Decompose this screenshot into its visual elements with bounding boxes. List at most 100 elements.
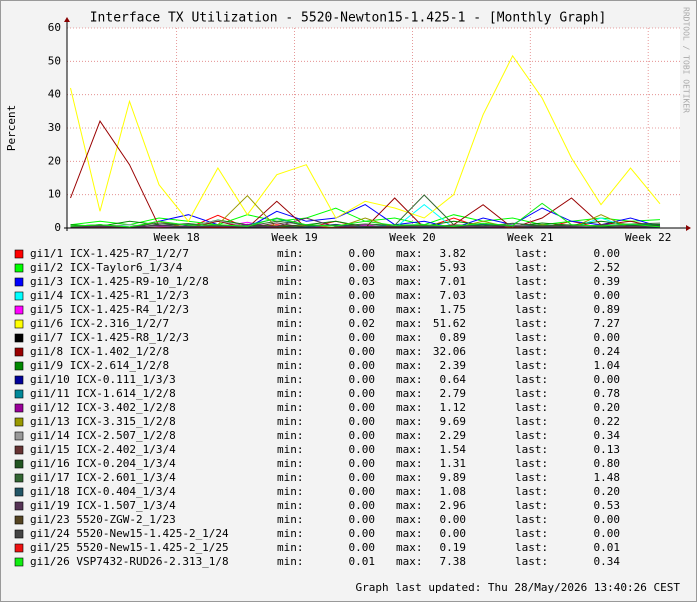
y-tick-label: 0 — [54, 221, 61, 234]
stat-value: 0.39 — [594, 275, 621, 288]
stat-label: min: — [277, 457, 304, 470]
stat-value: 0.00 — [349, 247, 376, 260]
y-tick-label: 10 — [48, 188, 61, 201]
legend-label: gi1/11 ICX-1.614_1/2/8 — [30, 387, 176, 400]
stat-value: 0.00 — [349, 415, 376, 428]
stat-value: 7.03 — [440, 289, 467, 302]
stat-value: 0.00 — [349, 443, 376, 456]
legend-label: gi1/24 5520-New15-1.425-2_1/24 — [30, 527, 229, 540]
stat-label: last: — [515, 513, 548, 526]
stat-value: 0.00 — [349, 513, 376, 526]
stat-value: 1.54 — [440, 443, 467, 456]
stat-value: 0.22 — [594, 415, 621, 428]
legend-label: gi1/9 ICX-2.614_1/2/8 — [30, 359, 169, 372]
stat-label: min: — [277, 471, 304, 484]
stat-label: max: — [396, 471, 423, 484]
stat-value: 9.89 — [440, 471, 467, 484]
stat-label: min: — [277, 443, 304, 456]
stat-value: 0.00 — [349, 331, 376, 344]
stat-value: 0.00 — [440, 513, 467, 526]
stat-label: max: — [396, 555, 423, 568]
legend-swatch — [14, 417, 24, 427]
stat-label: last: — [515, 555, 548, 568]
stat-value: 0.00 — [594, 331, 621, 344]
stat-value: 1.04 — [594, 359, 621, 372]
legend-swatch — [14, 347, 24, 357]
stat-value: 0.00 — [349, 289, 376, 302]
y-tick-label: 50 — [48, 54, 61, 67]
stat-label: max: — [396, 261, 423, 274]
legend-label: gi1/4 ICX-1.425-R1_1/2/3 — [30, 289, 189, 302]
stat-value: 0.34 — [594, 429, 621, 442]
stat-label: last: — [515, 415, 548, 428]
stat-label: max: — [396, 457, 423, 470]
legend-swatch — [14, 515, 24, 525]
stat-value: 9.69 — [440, 415, 467, 428]
legend-label: gi1/23 5520-ZGW-2_1/23 — [30, 513, 176, 526]
legend-label: gi1/14 ICX-2.507_1/2/8 — [30, 429, 176, 442]
legend-swatch — [14, 557, 24, 567]
stat-label: min: — [277, 289, 304, 302]
stat-value: 0.00 — [349, 387, 376, 400]
stat-value: 0.13 — [594, 443, 621, 456]
stat-value: 1.75 — [440, 303, 467, 316]
stat-value: 0.01 — [349, 555, 376, 568]
stat-value: 2.96 — [440, 499, 467, 512]
stat-label: last: — [515, 541, 548, 554]
stat-label: last: — [515, 401, 548, 414]
stat-label: max: — [396, 345, 423, 358]
stat-label: max: — [396, 443, 423, 456]
legend-swatch — [14, 249, 24, 259]
y-tick-label: 60 — [48, 21, 61, 34]
legend-swatch — [14, 333, 24, 343]
axis-arrow — [64, 17, 70, 22]
y-tick-label: 20 — [48, 154, 61, 167]
stat-value: 0.00 — [349, 261, 376, 274]
stat-value: 0.00 — [594, 513, 621, 526]
stat-label: last: — [515, 303, 548, 316]
stat-label: min: — [277, 499, 304, 512]
stat-label: max: — [396, 387, 423, 400]
stat-value: 0.19 — [440, 541, 467, 554]
stat-label: min: — [277, 429, 304, 442]
stat-value: 0.00 — [440, 527, 467, 540]
stat-label: max: — [396, 275, 423, 288]
stat-value: 2.79 — [440, 387, 467, 400]
stat-value: 1.12 — [440, 401, 467, 414]
stat-label: min: — [277, 373, 304, 386]
stat-value: 0.20 — [594, 485, 621, 498]
stat-label: min: — [277, 527, 304, 540]
stat-value: 0.00 — [349, 485, 376, 498]
legend-label: gi1/15 ICX-2.402_1/3/4 — [30, 443, 176, 456]
legend-label: gi1/17 ICX-2.601_1/3/4 — [30, 471, 176, 484]
stat-label: min: — [277, 345, 304, 358]
stat-label: min: — [277, 261, 304, 274]
stat-value: 0.00 — [349, 401, 376, 414]
axis-arrow — [686, 225, 691, 231]
legend-label: gi1/10 ICX-0.111_1/3/3 — [30, 373, 176, 386]
stat-value: 0.20 — [594, 401, 621, 414]
stat-value: 32.06 — [433, 345, 466, 358]
legend-swatch — [14, 361, 24, 371]
stat-value: 1.08 — [440, 485, 467, 498]
stat-label: last: — [515, 247, 548, 260]
stat-value: 0.78 — [594, 387, 621, 400]
stat-label: last: — [515, 499, 548, 512]
stat-value: 0.80 — [594, 457, 621, 470]
stat-value: 0.34 — [594, 555, 621, 568]
stat-value: 0.01 — [594, 541, 621, 554]
stat-label: max: — [396, 317, 423, 330]
stat-value: 0.89 — [594, 303, 621, 316]
legend-label: gi1/6 ICX-2.316_1/2/7 — [30, 317, 169, 330]
stat-value: 0.00 — [594, 527, 621, 540]
stat-label: min: — [277, 485, 304, 498]
stat-label: max: — [396, 373, 423, 386]
stat-value: 0.00 — [349, 373, 376, 386]
legend-label: gi1/16 ICX-0.204_1/3/4 — [30, 457, 176, 470]
stat-label: last: — [515, 289, 548, 302]
y-tick-label: 40 — [48, 88, 61, 101]
stat-label: last: — [515, 359, 548, 372]
legend-label: gi1/12 ICX-3.402_1/2/8 — [30, 401, 176, 414]
legend-label: gi1/26 VSP7432-RUD26-2.313_1/8 — [30, 555, 229, 568]
